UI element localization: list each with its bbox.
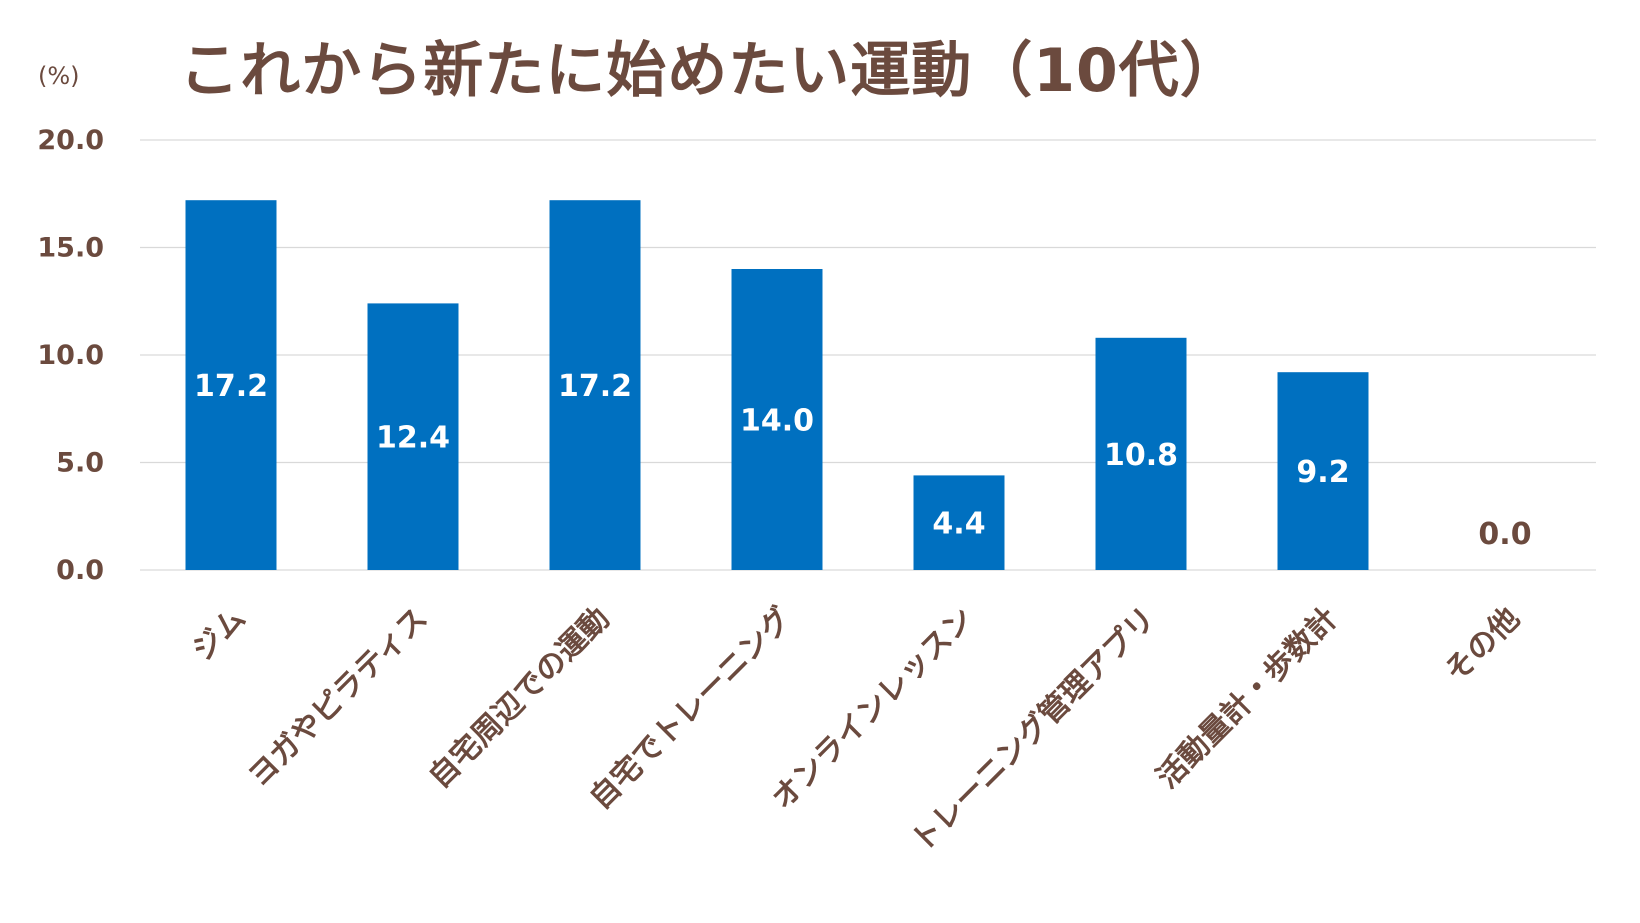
bar-value-label: 9.2 [1296,455,1349,490]
x-category-label: 自宅でトレーニング [583,601,799,817]
bar-value-label: 17.2 [558,369,632,404]
bar-value-label: 4.4 [932,507,985,542]
bar [185,200,277,570]
x-category-label: ジム [185,601,252,668]
bar-value-label: 0.0 [1478,517,1531,552]
bar [913,475,1005,570]
y-tick-label: 10.0 [37,340,104,371]
chart-title: これから新たに始めたい運動（10代） [179,36,1241,106]
bar [549,200,641,570]
bar-value-label: 14.0 [740,404,814,439]
y-axis-unit-label: (%) [38,62,80,90]
bar-value-label: 17.2 [194,369,268,404]
y-tick-label: 5.0 [56,448,104,479]
bar [367,303,459,570]
bar [1095,337,1187,570]
y-tick-label: 0.0 [56,555,104,586]
bar-value-label: 10.8 [1104,438,1178,473]
x-category-label: その他 [1438,601,1526,689]
bar [731,269,823,570]
x-category-label: オンラインレッスン [765,601,981,817]
bar [1277,372,1369,570]
bar-value-label: 12.4 [376,421,450,456]
y-tick-label: 20.0 [37,125,104,156]
x-category-label: 活動量計・歩数計 [1150,601,1344,795]
x-category-label: 自宅周辺での運動 [422,601,616,795]
y-tick-label: 15.0 [37,233,104,264]
x-category-label: ヨガやピラティス [241,601,434,794]
